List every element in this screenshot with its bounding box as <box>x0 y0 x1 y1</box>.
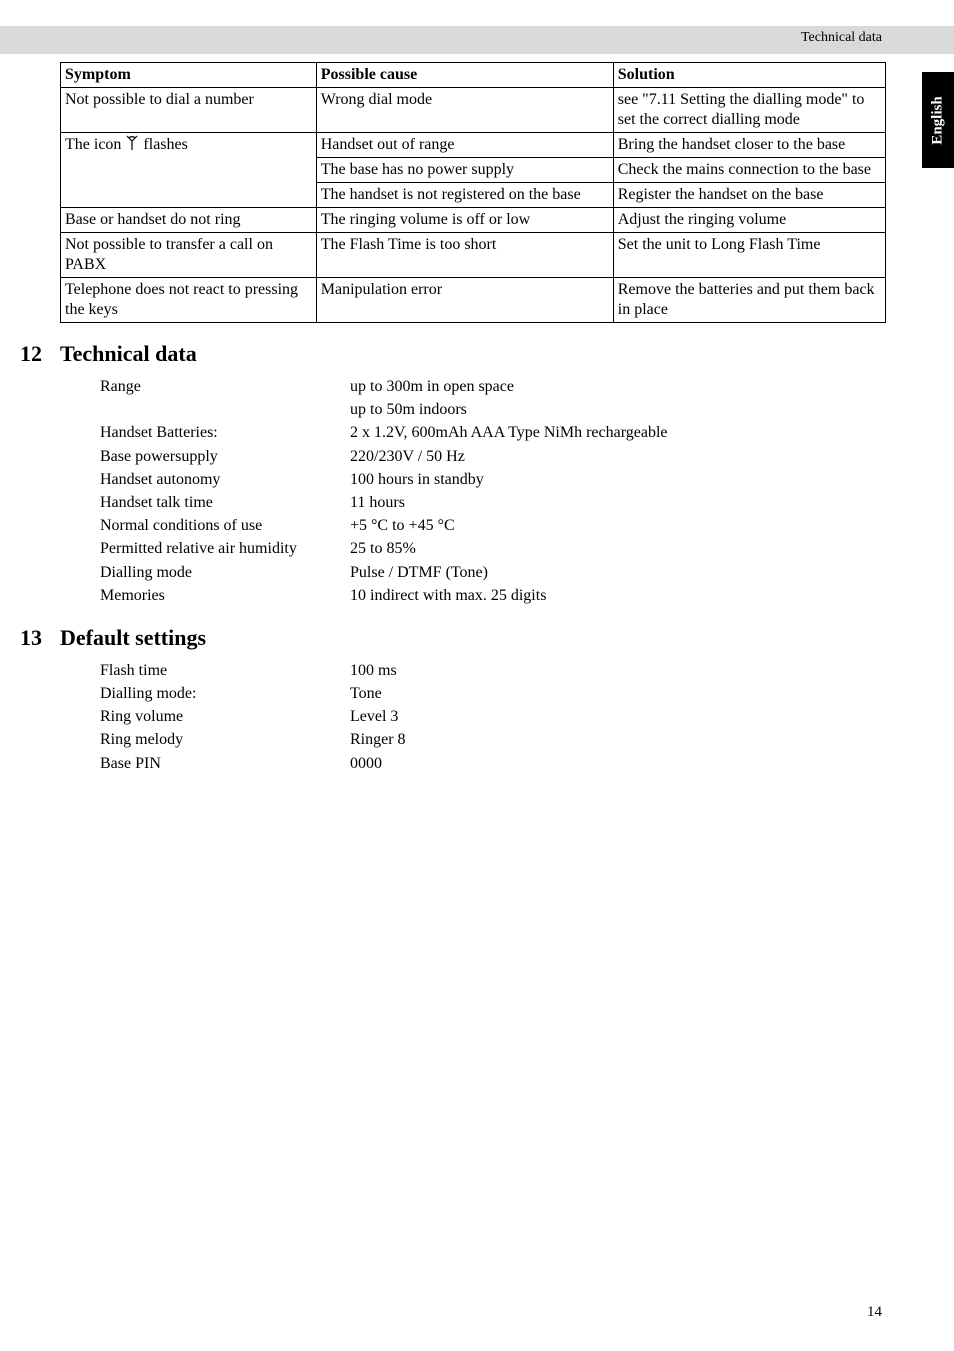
troubleshooting-table: Symptom Possible cause Solution Not poss… <box>60 62 886 323</box>
table-row: The base has no power supplyCheck the ma… <box>61 158 886 183</box>
spec-key: Base powersupply <box>100 445 350 468</box>
spec-value: 10 indirect with max. 25 digits <box>350 584 886 607</box>
table-row: Not possible to transfer a call on PABXT… <box>61 233 886 278</box>
spec-value: Ringer 8 <box>350 728 886 751</box>
spec-row: Dialling mode:Tone <box>100 682 886 705</box>
antenna-icon <box>125 135 139 151</box>
spec-value: 2 x 1.2V, 600mAh AAA Type NiMh rechargea… <box>350 421 886 444</box>
spec-value: 220/230V / 50 Hz <box>350 445 886 468</box>
spec-value: up to 300m in open space <box>350 375 886 398</box>
spec-key: Range <box>100 375 350 398</box>
spec-row: Dialling modePulse / DTMF (Tone) <box>100 561 886 584</box>
section-title: Technical data <box>60 341 197 367</box>
spec-row: Handset autonomy100 hours in standby <box>100 468 886 491</box>
section-number: 13 <box>20 625 60 651</box>
spec-row: Permitted relative air humidity25 to 85% <box>100 537 886 560</box>
table-cell: Set the unit to Long Flash Time <box>613 233 885 278</box>
spec-row: Normal conditions of use+5 °C to +45 °C <box>100 514 886 537</box>
table-cell: Not possible to transfer a call on PABX <box>61 233 317 278</box>
section-number: 12 <box>20 341 60 367</box>
table-cell: Bring the handset closer to the base <box>613 133 885 158</box>
spec-row: Handset talk time11 hours <box>100 491 886 514</box>
spec-row: Base powersupply220/230V / 50 Hz <box>100 445 886 468</box>
spec-value: 100 ms <box>350 659 886 682</box>
spec-key: Ring volume <box>100 705 350 728</box>
table-header-row: Symptom Possible cause Solution <box>61 63 886 88</box>
spec-key: Dialling mode <box>100 561 350 584</box>
spec-row: Flash time100 ms <box>100 659 886 682</box>
table-cell: see "7.11 Setting the dialling mode" to … <box>613 88 885 133</box>
spec-value: Tone <box>350 682 886 705</box>
spec-value: 0000 <box>350 752 886 775</box>
table-cell: The base has no power supply <box>316 158 613 183</box>
spec-key: Handset Batteries: <box>100 421 350 444</box>
spec-key: Ring melody <box>100 728 350 751</box>
table-cell: The Flash Time is too short <box>316 233 613 278</box>
spec-key: Handset autonomy <box>100 468 350 491</box>
spec-row: Base PIN0000 <box>100 752 886 775</box>
spec-row: Handset Batteries:2 x 1.2V, 600mAh AAA T… <box>100 421 886 444</box>
spec-key: Permitted relative air humidity <box>100 537 350 560</box>
table-cell: Wrong dial mode <box>316 88 613 133</box>
table-cell: The handset is not registered on the bas… <box>316 183 613 208</box>
spec-row: Ring melodyRinger 8 <box>100 728 886 751</box>
table-cell: Check the mains connection to the base <box>613 158 885 183</box>
table-cell: Manipulation error <box>316 278 613 323</box>
table-cell: Telephone does not react to pressing the… <box>61 278 317 323</box>
spec-row: up to 50m indoors <box>100 398 886 421</box>
spec-value: Pulse / DTMF (Tone) <box>350 561 886 584</box>
default-settings-list: Flash time100 msDialling mode:ToneRing v… <box>100 659 886 775</box>
spec-value: up to 50m indoors <box>350 398 886 421</box>
language-tab: English <box>922 72 954 168</box>
table-cell: Not possible to dial a number <box>61 88 317 133</box>
page-number: 14 <box>867 1304 882 1321</box>
spec-value: Level 3 <box>350 705 886 728</box>
section-title: Default settings <box>60 625 206 651</box>
col-header-cause: Possible cause <box>316 63 613 88</box>
spec-value: 11 hours <box>350 491 886 514</box>
table-cell: The ringing volume is off or low <box>316 208 613 233</box>
table-cell: The icon flashes <box>61 133 317 158</box>
spec-key: Handset talk time <box>100 491 350 514</box>
table-row: Base or handset do not ringThe ringing v… <box>61 208 886 233</box>
spec-key: Base PIN <box>100 752 350 775</box>
language-tab-label: English <box>930 96 947 144</box>
spec-key: Flash time <box>100 659 350 682</box>
section-13-heading: 13 Default settings <box>60 625 886 651</box>
spec-row: Memories10 indirect with max. 25 digits <box>100 584 886 607</box>
spec-value: +5 °C to +45 °C <box>350 514 886 537</box>
spec-value: 25 to 85% <box>350 537 886 560</box>
table-row: Not possible to dial a numberWrong dial … <box>61 88 886 133</box>
spec-key: Dialling mode: <box>100 682 350 705</box>
table-cell: Register the handset on the base <box>613 183 885 208</box>
table-cell: Remove the batteries and put them back i… <box>613 278 885 323</box>
spec-key: Memories <box>100 584 350 607</box>
table-row: The icon flashesHandset out of rangeBrin… <box>61 133 886 158</box>
spec-key <box>100 398 350 421</box>
table-row: The handset is not registered on the bas… <box>61 183 886 208</box>
table-cell: Adjust the ringing volume <box>613 208 885 233</box>
spec-key: Normal conditions of use <box>100 514 350 537</box>
table-cell: Handset out of range <box>316 133 613 158</box>
spec-row: Rangeup to 300m in open space <box>100 375 886 398</box>
spec-value: 100 hours in standby <box>350 468 886 491</box>
technical-data-list: Rangeup to 300m in open spaceup to 50m i… <box>100 375 886 607</box>
table-cell: Base or handset do not ring <box>61 208 317 233</box>
running-header-title: Technical data <box>801 30 882 46</box>
table-cell <box>61 158 317 183</box>
table-cell <box>61 183 317 208</box>
spec-row: Ring volumeLevel 3 <box>100 705 886 728</box>
col-header-symptom: Symptom <box>61 63 317 88</box>
section-12-heading: 12 Technical data <box>60 341 886 367</box>
col-header-solution: Solution <box>613 63 885 88</box>
table-row: Telephone does not react to pressing the… <box>61 278 886 323</box>
